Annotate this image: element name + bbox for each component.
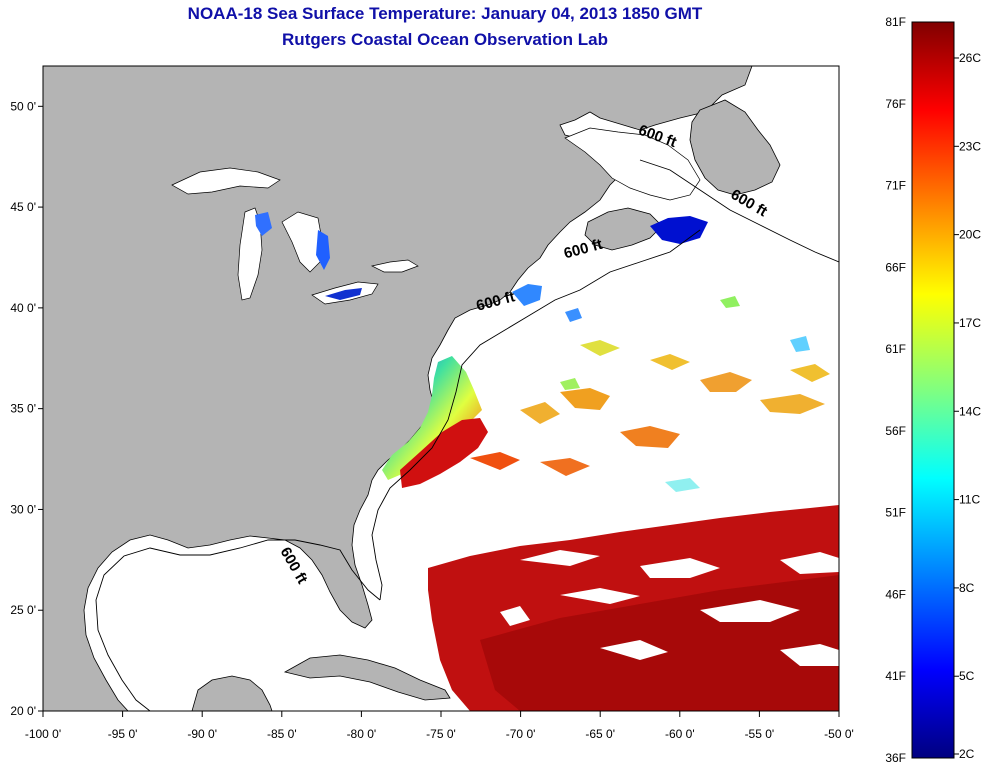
land-yucatan — [191, 675, 273, 711]
longitude-tick-label: -65 0' — [585, 727, 615, 741]
colorbar-fahrenheit-label: 71F — [885, 179, 906, 193]
latitude-tick-label: 25 0' — [10, 603, 36, 617]
latitude-axis: 20 0' 25 0' 30 0' 35 0' 40 0' 45 0' 50 0' — [10, 99, 43, 718]
colorbar-celsius-label: 11C — [959, 493, 980, 507]
longitude-tick-label: -60 0' — [665, 727, 695, 741]
colorbar — [911, 21, 955, 759]
page-subtitle: Rutgers Coastal Ocean Observation Lab — [282, 30, 608, 49]
colorbar-fahrenheit-label: 51F — [885, 506, 906, 520]
longitude-tick-label: -100 0' — [25, 727, 61, 741]
colorbar-fahrenheit-label: 61F — [885, 342, 906, 356]
colorbar-celsius-label: 14C — [959, 404, 981, 418]
colorbar-fahrenheit-label: 56F — [885, 424, 906, 438]
longitude-tick-label: -50 0' — [824, 727, 854, 741]
latitude-tick-label: 40 0' — [10, 301, 36, 315]
great-lakes — [171, 167, 419, 305]
land-cuba — [283, 654, 451, 701]
colorbar-fahrenheit-label: 36F — [885, 751, 906, 765]
land-nova-scotia — [584, 207, 663, 251]
gulf-of-st-lawrence — [564, 127, 701, 201]
cold-water-patches — [255, 212, 810, 352]
longitude-axis: -100 0' -95 0' -90 0' -85 0' -80 0' -75 0' -70… — [25, 711, 854, 741]
colorbar-celsius-label: 2C — [959, 747, 975, 761]
gulf-stream-warm-patch — [400, 418, 488, 488]
longitude-tick-label: -80 0' — [347, 727, 377, 741]
colorbar-celsius-labels: 26C 23C 20C 17C 14C 11C 8C 5C 2C — [954, 51, 981, 761]
longitude-tick-label: -90 0' — [187, 727, 217, 741]
colorbar-celsius-label: 20C — [959, 228, 981, 242]
colorbar-celsius-label: 26C — [959, 51, 981, 65]
colorbar-celsius-label: 23C — [959, 139, 981, 153]
colorbar-fahrenheit-label: 66F — [885, 260, 906, 274]
latitude-tick-label: 35 0' — [10, 402, 36, 416]
colorbar-celsius-label: 5C — [959, 669, 975, 683]
longitude-tick-label: -75 0' — [426, 727, 456, 741]
page-title: NOAA-18 Sea Surface Temperature: January… — [187, 4, 703, 23]
longitude-tick-label: -85 0' — [267, 727, 297, 741]
colorbar-fahrenheit-label: 76F — [885, 97, 906, 111]
longitude-tick-label: -70 0' — [506, 727, 536, 741]
colorbar-celsius-label: 8C — [959, 581, 975, 595]
latitude-tick-label: 50 0' — [10, 99, 36, 113]
colorbar-fahrenheit-labels: 81F 76F 71F 66F 61F 56F 51F 46F 41F 36F — [885, 15, 906, 765]
colorbar-fahrenheit-label: 81F — [885, 15, 906, 29]
latitude-tick-label: 20 0' — [10, 704, 36, 718]
colorbar-fahrenheit-label: 46F — [885, 587, 906, 601]
cloud-gaps — [500, 550, 839, 666]
isobath-600ft-contours — [95, 159, 839, 711]
map-content — [43, 66, 839, 711]
latitude-tick-label: 45 0' — [10, 200, 36, 214]
mid-ocean-sst-patches — [470, 296, 830, 492]
colorbar-fahrenheit-label: 41F — [885, 669, 906, 683]
longitude-tick-label: -95 0' — [108, 727, 138, 741]
colorbar-celsius-label: 17C — [959, 316, 981, 330]
land-newfoundland — [689, 99, 781, 196]
longitude-tick-label: -55 0' — [745, 727, 775, 741]
latitude-tick-label: 30 0' — [10, 502, 36, 516]
